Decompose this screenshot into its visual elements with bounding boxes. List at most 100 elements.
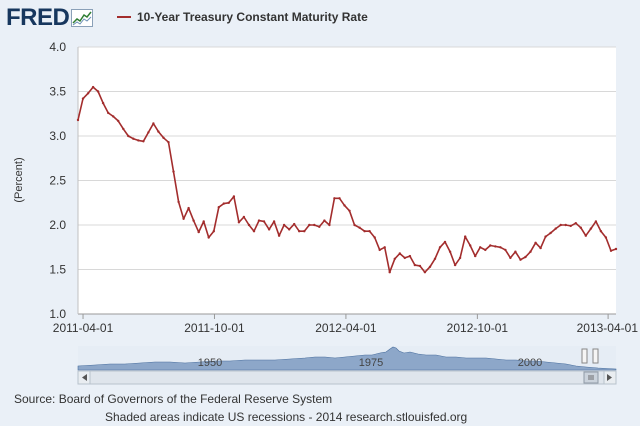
data-point (272, 220, 276, 223)
data-point (388, 271, 391, 274)
data-point (458, 256, 462, 260)
legend-swatch (117, 16, 131, 18)
data-point (539, 246, 542, 250)
source-note: Source: Board of Governors of the Federa… (14, 392, 333, 406)
data-point (252, 230, 256, 233)
data-point (247, 223, 251, 227)
data-point (232, 195, 236, 198)
data-point (443, 240, 447, 244)
fred-logo[interactable]: FRED (6, 4, 94, 32)
data-point (423, 271, 427, 274)
x-tick-label: 2012-04-01 (315, 321, 377, 335)
scroll-right-arrow-icon (607, 374, 612, 381)
data-point (277, 234, 281, 237)
data-point (479, 246, 482, 249)
data-point (308, 223, 311, 227)
recession-note: Shaded areas indicate US recessions - 20… (105, 410, 468, 424)
data-point (549, 231, 552, 235)
data-point (579, 226, 582, 229)
chart-area: 2011-04-01 2011-10-01 2012-04-01 2012-10-01… (13, 40, 638, 385)
y-tick-label: 3.0 (49, 129, 66, 143)
data-point (373, 236, 376, 239)
data-point (122, 127, 125, 131)
data-point (403, 256, 406, 260)
data-point (157, 130, 160, 133)
data-point (298, 230, 301, 233)
data-point (428, 265, 432, 268)
navigator[interactable]: 1950 1975 2000 (77, 346, 617, 371)
data-point (368, 230, 371, 233)
data-point (227, 201, 230, 204)
data-point (162, 136, 165, 139)
data-point (594, 220, 598, 223)
data-point (519, 258, 522, 261)
data-point (333, 197, 336, 200)
y-axis: 1.0 1.5 2.0 2.5 3.0 3.5 4.0 (49, 40, 79, 321)
data-point (599, 230, 603, 233)
data-point (504, 248, 507, 252)
x-tick-label: 2011-04-01 (53, 321, 114, 335)
data-point (484, 248, 487, 252)
data-point (177, 200, 180, 204)
data-point (554, 227, 557, 230)
data-point (529, 250, 532, 253)
navigator-range-handle-right[interactable] (592, 348, 599, 364)
data-point (574, 222, 577, 225)
chart-footer: Source: Board of Governors of the Federa… (0, 388, 640, 426)
data-point (509, 256, 512, 260)
y-tick-label: 4.0 (49, 40, 66, 54)
data-point (222, 202, 225, 205)
data-point (418, 264, 422, 268)
data-point (614, 247, 618, 251)
chart-legend: 10-Year Treasury Constant Maturity Rate (117, 10, 368, 24)
data-point (433, 257, 437, 260)
navigator-range-handle-left[interactable] (581, 348, 588, 364)
data-point (112, 115, 115, 118)
scrollbar-track[interactable] (77, 370, 617, 385)
data-point (448, 250, 452, 253)
data-point (328, 223, 331, 227)
data-point (262, 220, 266, 223)
data-point (197, 230, 200, 234)
data-point (167, 141, 170, 144)
data-point (569, 224, 572, 228)
data-point (453, 263, 457, 267)
legend-series-label: 10-Year Treasury Constant Maturity Rate (137, 10, 368, 24)
navigator-labels: 1950 1975 2000 (198, 357, 542, 369)
data-point (408, 254, 412, 258)
data-point (107, 111, 110, 115)
data-point (378, 248, 381, 252)
data-point (353, 223, 356, 227)
data-point (217, 206, 220, 209)
data-point (242, 215, 246, 219)
data-point (564, 223, 567, 227)
data-point (413, 263, 417, 267)
data-point (257, 219, 261, 222)
x-axis: 2011-04-01 2011-10-01 2012-04-01 2012-10-01… (53, 313, 638, 335)
data-point (76, 118, 80, 122)
data-point (489, 244, 492, 247)
data-point (132, 137, 135, 140)
data-point (544, 235, 547, 238)
data-point (288, 228, 291, 231)
data-point (86, 92, 90, 95)
data-point (474, 254, 477, 258)
fred-logo-text: FRED (6, 4, 70, 31)
data-point (438, 246, 442, 249)
scrollbar[interactable] (77, 370, 617, 385)
chart-line-icon (71, 9, 94, 27)
data-point (207, 236, 210, 239)
data-point (313, 223, 316, 227)
data-point (338, 197, 341, 200)
data-point (293, 222, 296, 226)
data-point (172, 170, 175, 173)
scroll-left-arrow-icon (82, 374, 87, 381)
chart-header: FRED 10-Year Treasury Constant Maturity … (0, 0, 640, 36)
data-point (192, 219, 195, 222)
data-point (282, 223, 286, 227)
data-point (267, 228, 271, 231)
data-point (101, 101, 105, 105)
data-point (464, 235, 467, 238)
y-tick-label: 1.5 (49, 263, 66, 277)
data-point (383, 246, 386, 249)
